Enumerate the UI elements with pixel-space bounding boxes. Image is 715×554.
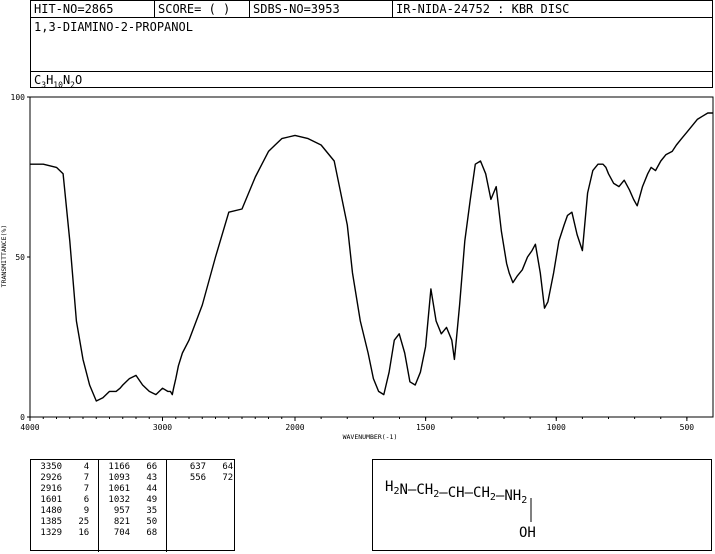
peak-row: 1329 16 [35, 528, 90, 538]
spectrum-header: HIT-NO=2865 SCORE= ( ) SDBS-NO=3953 IR-N… [30, 0, 713, 89]
peak-row: 1601 6 [35, 495, 90, 505]
x-tick-label: 1000 [547, 423, 566, 432]
peak-row: 556 72 [179, 473, 234, 483]
sdbs-number: SDBS-NO=3953 [250, 1, 393, 18]
molecular-formula: C3H10N2O [34, 73, 83, 90]
peak-row: 1166 66 [103, 462, 158, 472]
hit-number: HIT-NO=2865 [31, 1, 155, 18]
peak-row: 3350 4 [35, 462, 90, 472]
peak-row: 821 50 [103, 517, 158, 527]
peak-row: 957 35 [103, 506, 158, 516]
x-axis-label: WAVENUMBER(-1) [343, 433, 398, 441]
peak-row: 637 64 [179, 462, 234, 472]
chart-axes: 0 50 100 4000 3000 2000 1500 1000 500 [11, 93, 714, 432]
structure-chain: H2N—CH2—CH—CH2—NH2 [385, 479, 527, 506]
peak-row: 1032 49 [103, 495, 158, 505]
peak-table: 3350 4 2926 7 2916 7 1601 6 1480 9 1385 … [30, 459, 235, 552]
chemical-structure: H2N—CH2—CH—CH2—NH2 OH [385, 479, 536, 541]
y-tick-label: 50 [15, 253, 25, 262]
peak-row: 1061 44 [103, 484, 158, 494]
header-divider [31, 71, 712, 72]
peak-column-divider [98, 460, 100, 552]
y-axis-label: TRANSMITTANCE(%) [0, 225, 8, 288]
peak-column: 1166 66 1093 43 1061 44 1032 49 957 35 8… [103, 460, 168, 552]
x-tick-label: 2000 [285, 423, 304, 432]
peak-column: 3350 4 2926 7 2916 7 1601 6 1480 9 1385 … [35, 460, 100, 552]
peak-row: 704 68 [103, 528, 158, 538]
peak-row: 1093 43 [103, 473, 158, 483]
peak-column-divider [166, 460, 168, 552]
score: SCORE= ( ) [155, 1, 250, 18]
header-row: HIT-NO=2865 SCORE= ( ) SDBS-NO=3953 IR-N… [31, 1, 712, 18]
structure-box: H2N—CH2—CH—CH2—NH2 OH [372, 459, 712, 551]
y-tick-label: 100 [11, 93, 26, 102]
x-tick-label: 3000 [153, 423, 172, 432]
peak-column: 637 64 556 72 [179, 462, 233, 484]
peak-row: 1385 25 [35, 517, 90, 527]
compound-name: 1,3-DIAMINO-2-PROPANOL [34, 20, 193, 34]
hydroxyl-label: OH [519, 525, 536, 541]
x-tick-label: 500 [680, 423, 695, 432]
y-tick-label: 0 [20, 413, 25, 422]
x-tick-label: 4000 [20, 423, 39, 432]
plot-area [30, 112, 713, 402]
peak-row: 2916 7 [35, 484, 90, 494]
peak-row: 2926 7 [35, 473, 90, 483]
plot-frame [29, 96, 714, 418]
peak-row: 1480 9 [35, 506, 90, 516]
spectrum-line [30, 112, 713, 402]
ir-identifier: IR-NIDA-24752 : KBR DISC [396, 2, 570, 16]
x-tick-label: 1500 [416, 423, 435, 432]
